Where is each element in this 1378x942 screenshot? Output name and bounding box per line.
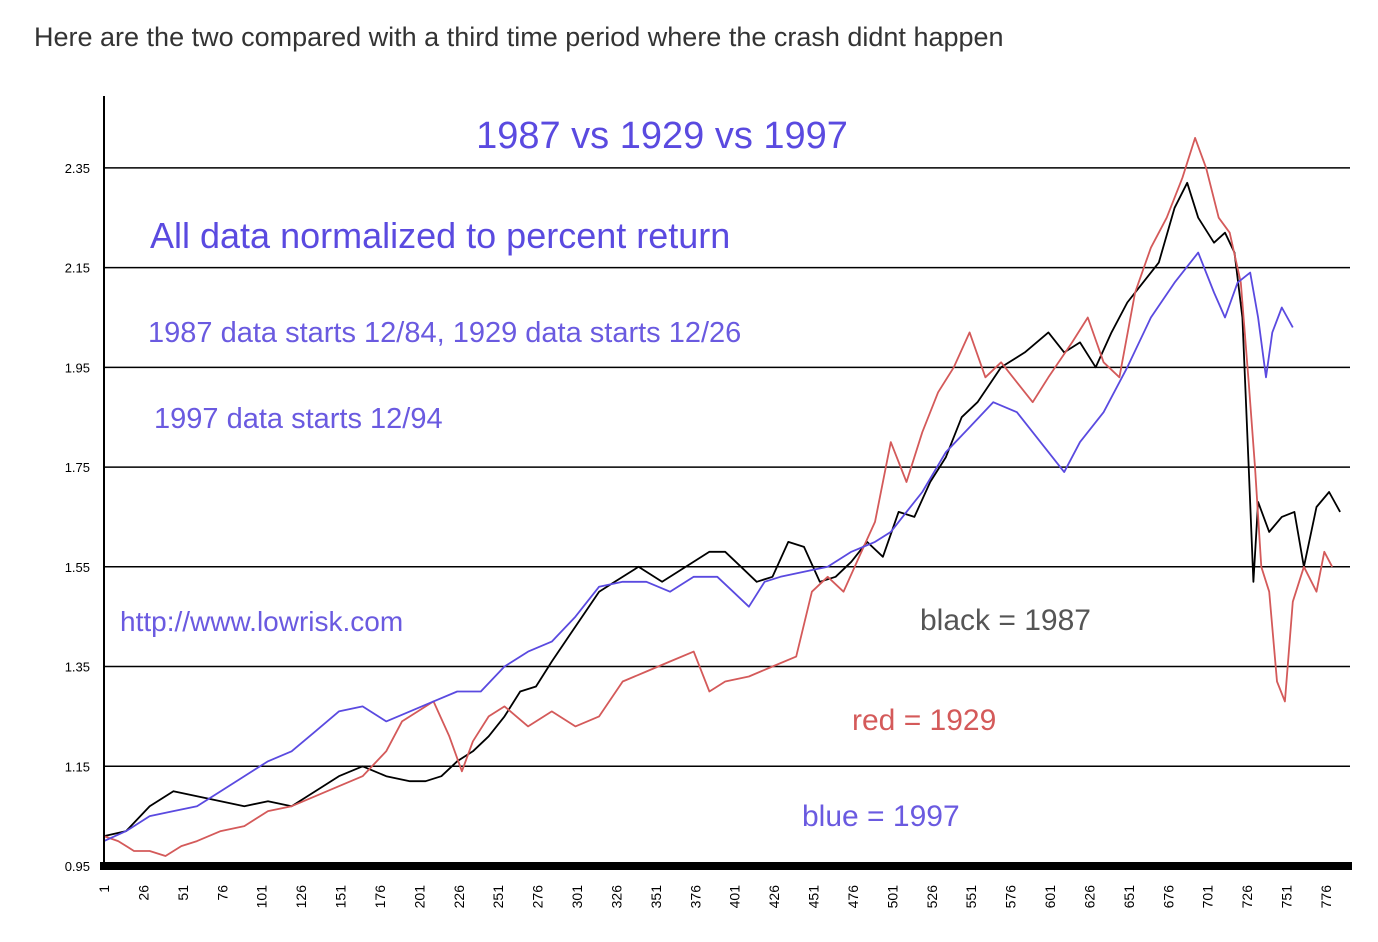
x-tick-label: 1 — [96, 885, 112, 893]
x-tick-label: 326 — [608, 885, 624, 909]
x-tick-label: 301 — [569, 885, 585, 909]
x-tick-label: 126 — [293, 885, 309, 909]
x-tick-label: 476 — [845, 885, 861, 909]
x-tick-label: 176 — [372, 885, 388, 909]
x-tick-label: 451 — [806, 885, 822, 909]
x-tick-label: 426 — [766, 885, 782, 909]
y-tick-label: 1.75 — [65, 460, 90, 475]
x-tick-label: 576 — [1003, 885, 1019, 909]
x-tick-label: 276 — [530, 885, 546, 909]
x-tick-label: 351 — [648, 885, 664, 909]
x-tick-label: 726 — [1239, 885, 1255, 909]
x-tick-label: 251 — [490, 885, 506, 909]
chart-title: 1987 vs 1929 vs 1997 — [476, 115, 848, 157]
y-tick-label: 1.55 — [65, 560, 90, 575]
annotation-normalized: All data normalized to percent return — [150, 215, 730, 256]
series-lines — [103, 137, 1341, 857]
x-tick-label: 76 — [214, 885, 230, 901]
annotation-start-dates: 1987 data starts 12/84, 1929 data starts… — [148, 317, 741, 349]
annotation-source-url: http://www.lowrisk.com — [120, 606, 403, 637]
y-tick-label: 1.95 — [65, 360, 90, 375]
y-axis-tick-labels: 2.35 2.15 1.95 1.75 1.55 1.35 1.15 0.95 — [65, 161, 90, 874]
legend-black: black = 1987 — [920, 604, 1091, 637]
x-tick-label: 151 — [333, 885, 349, 909]
x-tick-label: 651 — [1121, 885, 1137, 909]
series-line-2 — [103, 251, 1294, 842]
x-tick-label: 751 — [1279, 885, 1295, 909]
legend-blue: blue = 1997 — [802, 800, 960, 833]
y-tick-label: 0.95 — [65, 859, 90, 874]
x-tick-label: 226 — [451, 885, 467, 909]
x-tick-label: 776 — [1318, 885, 1334, 909]
annotation-1997-start: 1997 data starts 12/94 — [154, 403, 443, 435]
x-tick-label: 376 — [687, 885, 703, 909]
x-tick-label: 26 — [135, 885, 151, 901]
x-tick-label: 701 — [1200, 885, 1216, 909]
y-tick-label: 1.15 — [65, 759, 90, 774]
x-tick-label: 401 — [727, 885, 743, 909]
x-tick-label: 626 — [1081, 885, 1097, 909]
x-tick-label: 201 — [411, 885, 427, 909]
x-tick-label: 676 — [1160, 885, 1176, 909]
post-caption: Here are the two compared with a third t… — [34, 22, 1004, 52]
x-tick-label: 551 — [963, 885, 979, 909]
x-tick-label: 101 — [254, 885, 270, 909]
x-tick-label: 51 — [175, 885, 191, 901]
x-tick-label: 501 — [884, 885, 900, 909]
legend-red: red = 1929 — [852, 704, 996, 737]
x-tick-label: 526 — [924, 885, 940, 909]
y-tick-label: 2.35 — [65, 161, 90, 176]
series-line-0 — [103, 181, 1341, 837]
series-line-1 — [103, 137, 1333, 857]
x-axis-tick-labels: 1 26 51 76 101 126 151 176 201 226 251 276 301 326 351… — [96, 885, 1334, 909]
x-tick-label: 601 — [1042, 885, 1058, 909]
gridlines — [104, 167, 1350, 768]
y-tick-label: 1.35 — [65, 660, 90, 675]
y-tick-label: 2.15 — [65, 261, 90, 276]
